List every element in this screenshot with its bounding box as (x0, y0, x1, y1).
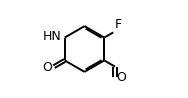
Text: F: F (114, 18, 121, 31)
Text: O: O (116, 71, 126, 84)
Text: HN: HN (43, 30, 62, 43)
Text: O: O (43, 61, 52, 74)
